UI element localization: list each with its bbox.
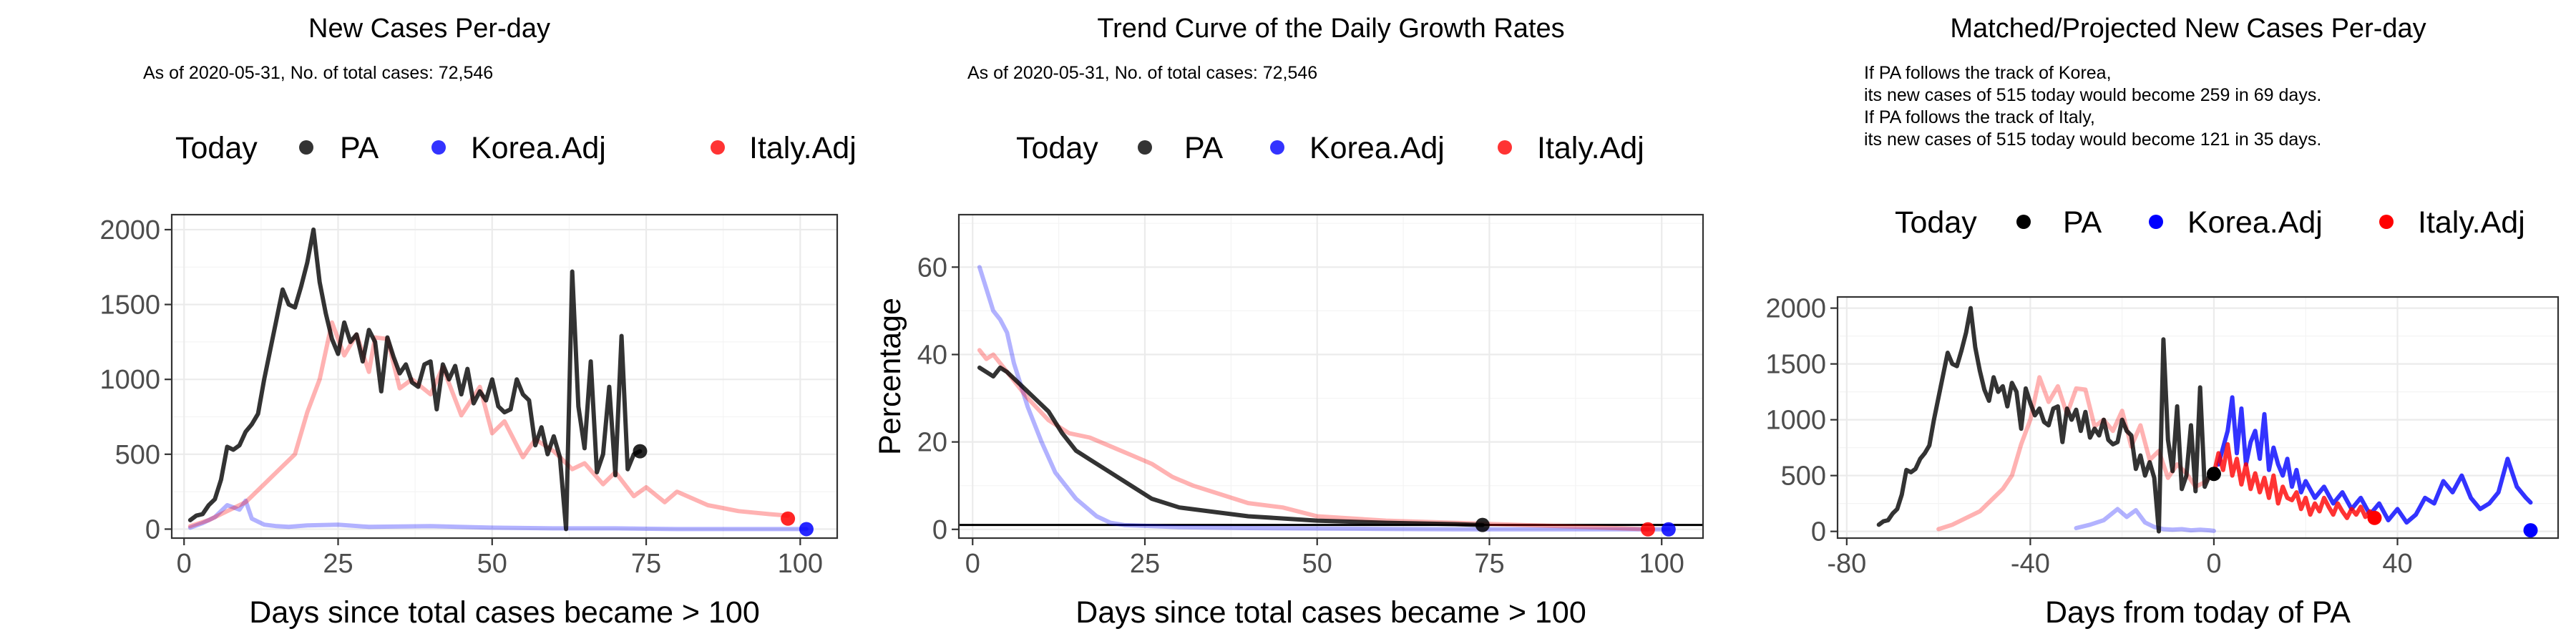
y-tick-label: 1000 [1765, 406, 1826, 436]
y-tick-label: 2000 [1765, 294, 1826, 324]
x-tick-label: -80 [1827, 549, 1866, 579]
panel-border [1836, 296, 2560, 540]
plot-area [172, 215, 837, 538]
today-point-korea-adj [2523, 523, 2538, 538]
series-line-korea-adj [187, 498, 809, 532]
y-axis-label: Percentage [873, 298, 907, 455]
legend-label: Italy.Adj [749, 131, 857, 165]
today-point-korea-adj [799, 522, 814, 537]
y-tick-label: 1500 [99, 291, 160, 321]
y-tick-label: 40 [917, 340, 947, 370]
y-tick-label: 2000 [99, 215, 160, 245]
y-tick-label: 1500 [1765, 350, 1826, 380]
x-tick-label: 100 [778, 549, 823, 579]
legend-key-italy-adj [1498, 140, 1512, 155]
chart-panel-3: Matched/Projected New Cases Per-day If PA… [1765, 14, 2560, 630]
chart-panel-2: Trend Curve of the Daily Growth Rates As … [873, 14, 1704, 630]
today-point-italy-adj [2367, 510, 2382, 525]
legend-key-korea-adj [2149, 215, 2163, 229]
legend-label: Korea.Adj [2187, 205, 2323, 240]
today-point-pa [633, 444, 648, 459]
legend-key-korea-adj [1270, 140, 1284, 155]
x-axis-label: Days since total cases became > 100 [249, 595, 759, 630]
x-axis-label: Days from today of PA [2045, 595, 2351, 630]
projection-note: If PA follows the track of Korea, [1864, 63, 2112, 83]
x-tick-label: -40 [2011, 549, 2050, 579]
legend: Today PA Korea.Adj Italy.Adj [1895, 205, 2525, 240]
x-tick-label: 50 [1302, 549, 1332, 579]
chart-subtitle: As of 2020-05-31, No. of total cases: 72… [967, 63, 1317, 83]
y-tick-label: 0 [145, 514, 160, 545]
legend-label: Korea.Adj [1309, 131, 1445, 165]
y-tick-label: 500 [115, 440, 160, 470]
chart-panel-1: New Cases Per-day As of 2020-05-31, No. o… [99, 14, 856, 630]
series-line-italy-adj [187, 320, 791, 529]
plot-area [959, 215, 1703, 538]
x-tick-label: 75 [1474, 549, 1504, 579]
chart-title: New Cases Per-day [308, 14, 550, 44]
x-tick-label: 25 [1130, 549, 1160, 579]
today-point-pa [2206, 467, 2221, 482]
y-tick-label: 0 [932, 515, 947, 545]
series-line-italy-adj [2211, 441, 2377, 520]
legend: Today PA Korea.Adj Italy.Adj [175, 131, 857, 165]
legend-label: Korea.Adj [471, 131, 606, 165]
legend-label: PA [1184, 131, 1223, 165]
x-tick-label: 25 [323, 549, 353, 579]
legend-label: PA [2063, 205, 2102, 240]
today-point-pa [1475, 517, 1490, 532]
x-tick-label: 0 [2206, 549, 2221, 579]
x-tick-label: 100 [1639, 549, 1684, 579]
today-point-italy-adj [1640, 522, 1655, 537]
series-line-pa [187, 227, 643, 532]
projection-note: its new cases of 515 today would become … [1864, 85, 2321, 105]
y-tick-label: 60 [917, 253, 947, 283]
chart-title: Matched/Projected New Cases Per-day [1950, 14, 2426, 44]
y-tick-label: 0 [1811, 517, 1826, 547]
gridlines [959, 215, 1703, 538]
today-point-italy-adj [781, 511, 796, 526]
series-line-korea-adj [2074, 507, 2216, 533]
x-axis-label: Days since total cases became > 100 [1075, 595, 1586, 630]
projection-note: If PA follows the track of Italy, [1864, 107, 2095, 127]
legend-title: Today [1895, 205, 1977, 240]
panel-border [170, 213, 839, 540]
x-tick-label: 75 [631, 549, 661, 579]
y-tick-label: 20 [917, 428, 947, 458]
y-tick-label: 1000 [99, 365, 160, 395]
legend-key-italy-adj [711, 140, 725, 155]
series-line-korea-adj [2216, 395, 2533, 525]
series-line-pa [977, 365, 1485, 527]
series-line-pa [1876, 306, 2216, 534]
series-line-italy-adj [1936, 375, 2216, 532]
today-point-korea-adj [1661, 522, 1676, 537]
chart-subtitle: As of 2020-05-31, No. of total cases: 72… [143, 63, 493, 83]
gridlines [172, 215, 837, 538]
legend-key-pa [299, 140, 313, 155]
legend-key-pa [1138, 140, 1152, 155]
legend-title: Today [175, 131, 258, 165]
legend-label: Italy.Adj [2418, 205, 2525, 240]
legend-key-korea-adj [431, 140, 446, 155]
legend-label: Italy.Adj [1537, 131, 1644, 165]
legend-label: PA [340, 131, 379, 165]
series-line-korea-adj [977, 265, 1671, 532]
legend-title: Today [1016, 131, 1098, 165]
legend-key-italy-adj [2379, 215, 2394, 229]
x-tick-label: 50 [477, 549, 507, 579]
chart-title: Trend Curve of the Daily Growth Rates [1097, 14, 1564, 44]
x-tick-label: 0 [177, 549, 192, 579]
panel-border [957, 213, 1704, 540]
legend-key-pa [2016, 215, 2031, 229]
legend: Today PA Korea.Adj Italy.Adj [1016, 131, 1644, 165]
projection-note: its new cases of 515 today would become … [1864, 130, 2321, 150]
x-tick-label: 40 [2382, 549, 2412, 579]
x-tick-label: 0 [965, 549, 980, 579]
y-tick-label: 500 [1781, 462, 1826, 492]
